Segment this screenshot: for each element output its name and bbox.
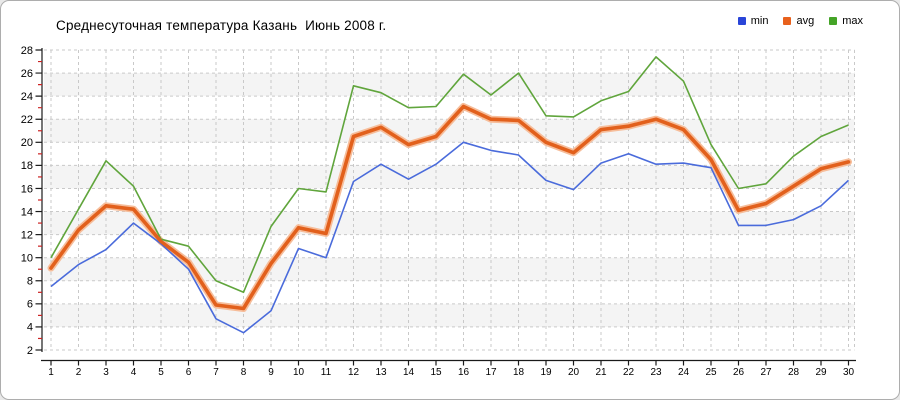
x-tick-label: 15 [430,367,442,378]
x-tick-label: 13 [375,367,387,378]
x-tick-label: 29 [815,367,827,378]
x-tick-label: 5 [158,367,164,378]
y-tick-label: 18 [21,160,33,172]
y-tick-label: 8 [27,276,33,288]
legend-label-max: max [842,15,863,27]
y-tick-label: 24 [21,91,33,103]
x-tick-label: 8 [241,367,247,378]
x-tick-label: 18 [513,367,525,378]
plot-band [44,211,855,235]
y-tick-label: 22 [21,114,33,126]
y-tick-label: 10 [21,252,33,264]
plot-band [44,257,855,281]
x-tick-label: 6 [186,367,192,378]
x-tick-label: 21 [595,367,607,378]
x-tick-label: 7 [213,367,219,378]
x-tick-label: 2 [76,367,82,378]
plot-band [44,73,855,97]
chart-title: Среднесуточная температура Казань Июнь 2… [56,18,387,33]
y-tick-label: 26 [21,68,33,80]
x-tick-label: 24 [678,367,690,378]
x-tick-label: 10 [293,367,305,378]
plot-band [44,165,855,189]
y-tick-label: 20 [21,137,33,149]
y-tick-label: 28 [21,45,33,57]
max-series-line [50,56,849,294]
x-tick-label: 23 [650,367,662,378]
avg-series-line [49,104,851,311]
min-series-line [50,141,850,334]
legend-label-avg: avg [796,15,815,27]
x-tick-label: 28 [788,367,800,378]
y-tick-label: 2 [27,345,33,357]
legend-item-avg: avg [783,15,814,27]
x-tick-label: 27 [760,367,772,378]
x-tick-label: 17 [485,367,497,378]
y-tick-label: 16 [21,183,33,195]
legend-item-max: max [829,15,863,27]
x-tick-label: 1 [48,367,54,378]
min-series-swatch-icon [737,17,746,25]
y-tick-label: 4 [27,322,33,334]
x-tick-label: 20 [568,367,580,378]
x-tick-label: 19 [540,367,552,378]
x-tick-label: 16 [458,367,470,378]
y-tick-label: 12 [21,229,33,241]
x-tick-label: 25 [705,367,717,378]
legend-label-min: min [750,15,769,27]
y-tick-label: 14 [21,206,33,218]
x-tick-label: 3 [103,367,109,378]
x-tick-label: 11 [321,367,332,378]
x-tick-label: 14 [403,367,415,378]
x-tick-label: 26 [733,367,745,378]
legend: min avg max [737,15,863,27]
x-tick-label: 9 [268,367,274,378]
x-tick-label: 30 [843,367,855,378]
x-tick-label: 4 [131,367,137,378]
plot-band [44,119,855,143]
plot-band [44,303,855,327]
x-tick-label: 12 [348,367,360,378]
max-series-swatch-icon [829,17,838,25]
avg-series-swatch-icon [783,17,792,25]
y-tick-label: 6 [27,299,33,311]
legend-item-min: min [737,15,769,27]
x-tick-label: 22 [623,367,635,378]
